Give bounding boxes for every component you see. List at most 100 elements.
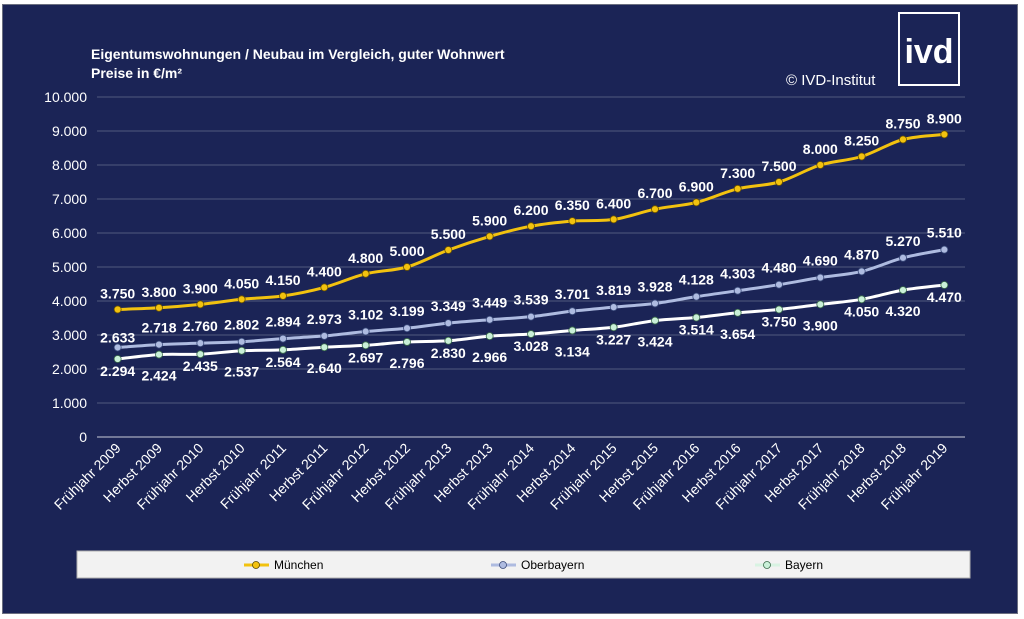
data-point-oberbayern xyxy=(899,253,907,262)
data-point-bayern xyxy=(485,332,494,341)
data-label-muenchen: 3.800 xyxy=(141,284,176,300)
data-label-bayern: 3.134 xyxy=(555,343,590,359)
data-point-muenchen xyxy=(403,263,411,271)
legend-entry-oberbayern: Oberbayern xyxy=(491,558,584,572)
data-label-oberbayern: 3.819 xyxy=(596,282,631,298)
data-point-oberbayern xyxy=(113,343,122,352)
data-label-muenchen: 6.900 xyxy=(679,178,714,194)
data-point-oberbayern xyxy=(816,273,825,282)
data-point-muenchen xyxy=(899,135,907,144)
data-label-bayern: 3.424 xyxy=(637,334,672,350)
data-label-oberbayern: 3.102 xyxy=(348,307,383,323)
data-point-oberbayern xyxy=(403,324,411,333)
data-label-bayern: 3.654 xyxy=(720,326,755,342)
data-label-muenchen: 6.350 xyxy=(555,197,590,213)
data-label-oberbayern: 3.199 xyxy=(389,303,424,319)
legend-label-muenchen: München xyxy=(274,558,323,572)
data-point-bayern xyxy=(692,313,701,322)
legend-box xyxy=(76,550,971,579)
data-label-oberbayern: 4.480 xyxy=(761,260,796,276)
data-point-muenchen xyxy=(196,300,205,309)
data-point-muenchen xyxy=(361,269,370,278)
y-tick-label: 6.000 xyxy=(52,225,87,241)
data-point-oberbayern xyxy=(775,280,783,289)
data-point-bayern xyxy=(527,330,535,338)
y-tick-label: 0 xyxy=(79,429,87,445)
series xyxy=(113,130,949,363)
data-label-muenchen: 4.400 xyxy=(307,263,342,279)
ivd-logo: ivd xyxy=(898,12,960,86)
data-label-oberbayern: 3.701 xyxy=(555,286,590,302)
data-label-muenchen: 8.000 xyxy=(803,141,838,157)
data-point-muenchen xyxy=(155,303,163,312)
data-label-oberbayern: 3.449 xyxy=(472,295,507,311)
data-label-oberbayern: 4.303 xyxy=(720,266,755,282)
data-label-bayern: 3.750 xyxy=(761,314,796,330)
y-tick-label: 2.000 xyxy=(52,361,87,377)
y-tick-label: 4.000 xyxy=(52,293,87,309)
data-label-muenchen: 4.150 xyxy=(265,272,300,288)
data-point-muenchen xyxy=(485,232,494,241)
data-label-bayern: 3.227 xyxy=(596,331,631,347)
data-point-bayern xyxy=(609,323,618,332)
chart-subtitle: Preise in €/m² xyxy=(91,65,182,81)
data-point-bayern xyxy=(733,308,742,317)
data-point-muenchen xyxy=(320,283,329,292)
data-point-oberbayern xyxy=(361,327,370,336)
data-label-oberbayern: 5.510 xyxy=(927,225,962,241)
legend-marker-oberbayern xyxy=(499,561,507,569)
data-point-oberbayern xyxy=(444,319,453,328)
legend-marker-muenchen xyxy=(252,561,260,569)
data-label-oberbayern: 2.760 xyxy=(183,318,218,334)
data-label-oberbayern: 2.802 xyxy=(224,317,259,333)
data-point-bayern xyxy=(279,345,287,354)
data-point-muenchen xyxy=(568,217,577,226)
data-label-muenchen: 4.800 xyxy=(348,250,383,266)
data-label-muenchen: 6.400 xyxy=(596,195,631,211)
y-tick-label: 5.000 xyxy=(52,259,87,275)
data-label-bayern: 4.320 xyxy=(885,303,920,319)
data-label-bayern: 2.435 xyxy=(183,358,218,374)
data-label-bayern: 2.564 xyxy=(265,354,300,370)
data-point-muenchen xyxy=(444,246,453,254)
legend-marker-bayern xyxy=(763,561,771,569)
data-label-bayern: 4.470 xyxy=(927,289,962,305)
data-point-muenchen xyxy=(651,205,659,214)
data-label-bayern: 4.050 xyxy=(844,303,879,319)
data-label-oberbayern: 2.718 xyxy=(141,320,176,336)
y-tick-label: 3.000 xyxy=(52,327,87,343)
y-tick-label: 1.000 xyxy=(52,395,87,411)
data-point-oberbayern xyxy=(527,312,535,321)
data-point-muenchen xyxy=(113,305,122,314)
data-label-oberbayern: 2.894 xyxy=(265,314,300,330)
data-labels: 3.750 3.800 3.900 4.050 4.150 4.400 4.800 5.000… xyxy=(100,110,962,383)
data-label-oberbayern: 4.128 xyxy=(679,272,714,288)
logo-text: ivd xyxy=(904,33,953,71)
data-label-bayern: 2.424 xyxy=(141,368,176,384)
data-point-oberbayern xyxy=(609,303,618,312)
data-point-bayern xyxy=(899,286,907,295)
y-tick-label: 9.000 xyxy=(52,123,87,139)
data-point-muenchen xyxy=(733,184,742,193)
data-point-oberbayern xyxy=(692,292,701,301)
data-label-muenchen: 8.750 xyxy=(885,116,920,132)
data-point-muenchen xyxy=(940,130,949,139)
data-point-bayern xyxy=(444,336,453,345)
data-point-oberbayern xyxy=(651,299,659,308)
data-label-muenchen: 8.900 xyxy=(927,110,962,126)
data-point-bayern xyxy=(651,316,659,325)
data-point-muenchen xyxy=(237,295,246,304)
data-label-muenchen: 3.900 xyxy=(183,280,218,296)
data-point-bayern xyxy=(568,326,577,335)
data-label-bayern: 2.294 xyxy=(100,363,135,379)
data-label-muenchen: 7.500 xyxy=(761,158,796,174)
data-point-muenchen xyxy=(609,215,618,224)
data-point-oberbayern xyxy=(279,334,287,343)
data-label-muenchen: 8.250 xyxy=(844,133,879,149)
data-point-oberbayern xyxy=(857,267,866,276)
data-point-muenchen xyxy=(279,291,287,300)
y-tick-label: 10.000 xyxy=(44,89,87,105)
legend: München Oberbayern Bayern xyxy=(76,550,971,579)
data-point-bayern xyxy=(857,295,866,304)
